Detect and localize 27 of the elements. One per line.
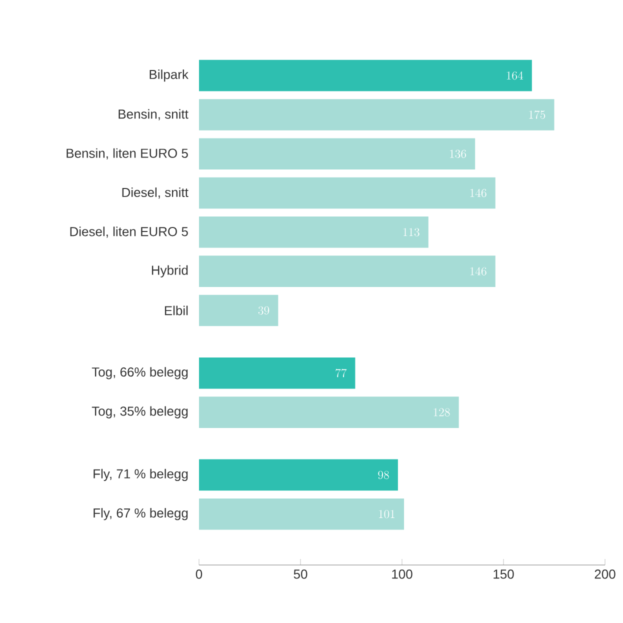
x-tick-label: 200	[594, 570, 616, 579]
y-tick-label: Tog, 35% belegg	[92, 406, 188, 418]
data-label: 113	[403, 228, 420, 236]
x-tick-label: 0	[196, 570, 202, 579]
data-label: 128	[434, 408, 450, 416]
data-label: 146	[470, 267, 486, 276]
data-label: 39	[258, 306, 270, 315]
y-tick-label: Hybrid	[152, 265, 188, 278]
y-tick-label: Tog, 66% belegg	[92, 367, 188, 380]
data-label: 101	[378, 510, 395, 518]
x-tick-label: 150	[494, 570, 514, 579]
y-tick-label: Bensin, liten EURO 5	[66, 148, 188, 160]
y-tick-label: Fly, 67 % belegg	[94, 508, 188, 520]
y-tick-label: Fly, 71 % belegg	[94, 468, 188, 482]
y-tick-label: Diesel, snitt	[122, 187, 188, 199]
y-tick-label: Diesel, liten EURO 5	[70, 226, 188, 238]
data-label: 175	[529, 110, 546, 119]
data-label: 98	[378, 470, 389, 480]
data-label: 164	[506, 71, 524, 80]
y-tick-label: Bilpark	[150, 70, 188, 82]
x-tick-label: 50	[294, 570, 308, 579]
data-label: 77	[336, 368, 347, 378]
data-label: 136	[450, 150, 466, 158]
y-tick-label: Elbil	[164, 306, 188, 316]
data-label: 146	[470, 188, 486, 198]
x-tick-label: 100	[392, 570, 412, 579]
y-tick-label: Bensin, snitt	[118, 109, 188, 120]
